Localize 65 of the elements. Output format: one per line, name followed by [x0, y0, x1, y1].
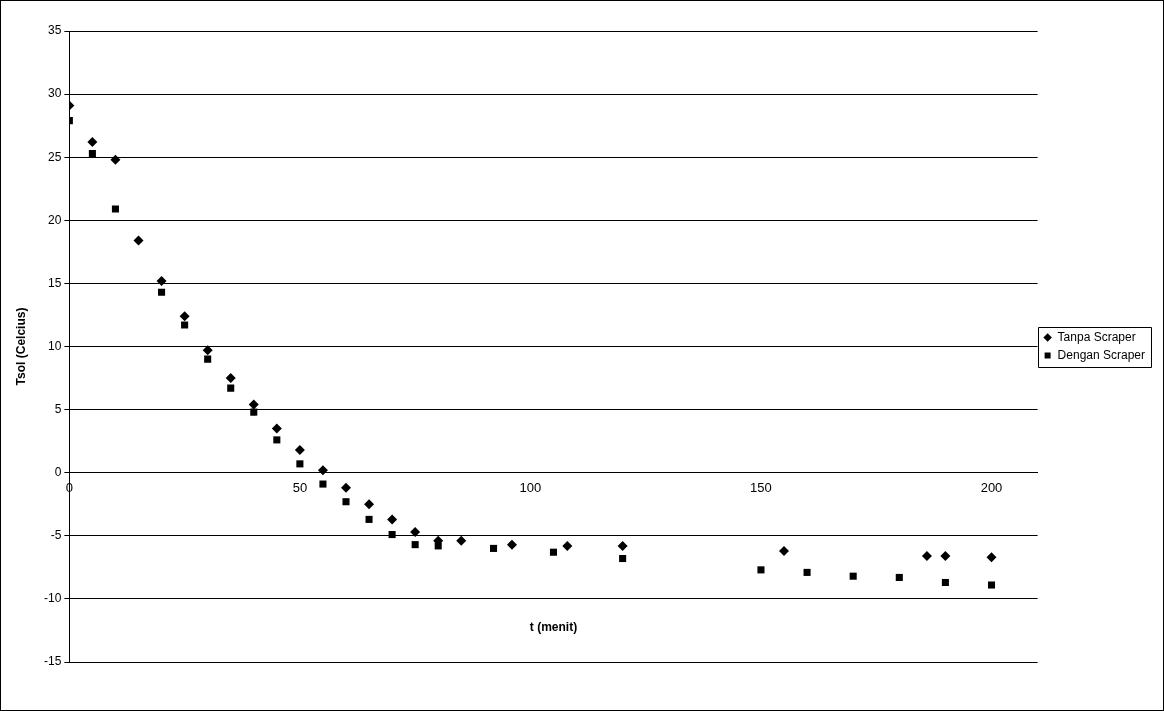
- x-tick-label: 200: [980, 480, 1003, 496]
- point: [987, 581, 996, 589]
- point: [388, 531, 396, 539]
- y-tick-label: -15: [44, 654, 62, 669]
- point: [273, 436, 281, 444]
- point: [156, 275, 167, 286]
- point: [619, 554, 627, 563]
- point: [319, 480, 327, 488]
- point: [921, 550, 932, 561]
- point: [506, 539, 517, 550]
- point: [87, 137, 98, 148]
- x-tick-label: 150: [750, 480, 772, 496]
- point: [757, 566, 765, 574]
- point: [779, 545, 790, 556]
- point: [202, 345, 213, 356]
- legend-label: Tanpa Scraper: [1057, 329, 1136, 344]
- point: [617, 540, 628, 551]
- point: [204, 355, 212, 363]
- point: [294, 444, 305, 455]
- point: [490, 544, 498, 552]
- y-tick-label: 15: [47, 275, 62, 290]
- y-tick-label: 5: [54, 401, 62, 416]
- point: [895, 573, 903, 581]
- point: [803, 568, 811, 576]
- point: [365, 515, 373, 523]
- point: [133, 235, 144, 246]
- y-axis-title: Tsol (Celcius): [13, 307, 28, 386]
- y-tick-label: 25: [47, 149, 62, 164]
- point: [88, 149, 96, 157]
- point: [317, 465, 328, 476]
- point: [456, 535, 467, 546]
- point: [940, 550, 951, 561]
- point: [110, 154, 121, 165]
- point: [562, 540, 573, 551]
- point: [387, 514, 398, 525]
- y-tick-label: 0: [54, 465, 62, 480]
- point: [986, 552, 997, 563]
- x-tick-label: 50: [292, 480, 308, 496]
- point: [364, 499, 375, 510]
- point: [941, 578, 949, 587]
- point: [158, 288, 166, 296]
- point: [227, 384, 235, 392]
- point: [179, 311, 190, 322]
- point: [549, 548, 558, 556]
- y-tick-label: 30: [47, 86, 62, 101]
- point: [411, 541, 419, 549]
- point: [342, 498, 350, 506]
- point: [250, 408, 258, 416]
- point: [296, 460, 304, 468]
- y-tick-label: 35: [47, 23, 62, 38]
- y-tick-label: -5: [50, 528, 62, 543]
- point: [225, 373, 236, 384]
- legend-label: Dengan Scraper: [1057, 347, 1145, 362]
- point: [271, 423, 282, 434]
- point: [111, 205, 119, 213]
- point: [849, 572, 857, 580]
- point: [181, 321, 189, 329]
- point: [410, 527, 421, 538]
- y-tick-label: -10: [44, 591, 62, 606]
- y-tick-label: 10: [47, 338, 62, 353]
- point: [248, 399, 259, 410]
- x-tick-label: 100: [519, 480, 542, 496]
- y-tick-label: 20: [47, 212, 62, 227]
- point: [340, 482, 351, 493]
- x-axis-title: t (menit): [529, 620, 578, 635]
